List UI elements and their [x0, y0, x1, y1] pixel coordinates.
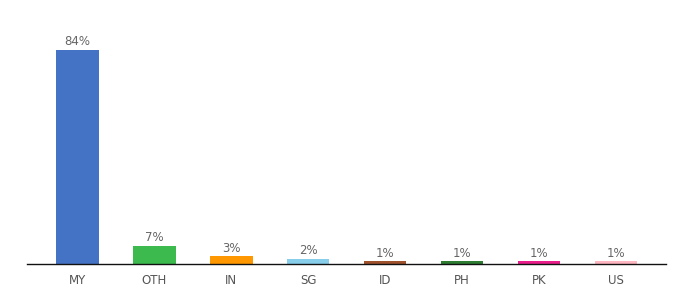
Text: 1%: 1% [607, 247, 626, 260]
Bar [441, 261, 483, 264]
Text: 3%: 3% [222, 242, 241, 255]
Text: 7%: 7% [145, 231, 164, 244]
Bar [133, 246, 175, 264]
Text: 1%: 1% [376, 247, 394, 260]
Text: 84%: 84% [65, 35, 90, 48]
Bar [364, 261, 407, 264]
Bar [56, 50, 99, 264]
Bar [595, 261, 637, 264]
Text: 2%: 2% [299, 244, 318, 257]
Text: 1%: 1% [453, 247, 471, 260]
Bar [287, 259, 330, 264]
Bar [518, 261, 560, 264]
Text: 1%: 1% [530, 247, 549, 260]
Bar [210, 256, 252, 264]
